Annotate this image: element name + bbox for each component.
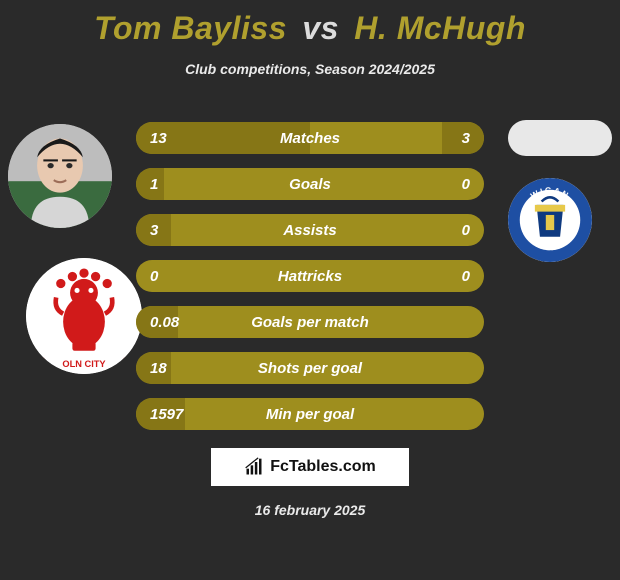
crest-icon: OLN CITY [26, 258, 142, 374]
branding-badge: FcTables.com [211, 448, 409, 486]
player2-avatar [508, 120, 612, 156]
stat-row: 0Hattricks0 [136, 260, 484, 292]
stats-panel: 13Matches31Goals03Assists00Hattricks00.0… [136, 122, 484, 444]
stat-row: 0.08Goals per match [136, 306, 484, 338]
svg-text:1932: 1932 [545, 229, 555, 234]
stat-row: 1597Min per goal [136, 398, 484, 430]
season-subtitle: Club competitions, Season 2024/2025 [0, 61, 620, 77]
stat-label: Goals per match [136, 314, 484, 331]
chart-icon [244, 457, 264, 477]
stat-label: Matches [136, 130, 484, 147]
player1-name: Tom Bayliss [94, 10, 287, 46]
date-text: 16 february 2025 [0, 502, 620, 518]
stat-value-right: 3 [462, 130, 470, 147]
face-icon [8, 124, 112, 228]
stat-label: Min per goal [136, 406, 484, 423]
player2-name: H. McHugh [354, 10, 526, 46]
branding-text: FcTables.com [270, 458, 376, 476]
vs-label: vs [302, 10, 339, 46]
player1-club-crest: OLN CITY [26, 258, 142, 374]
stat-value-right: 0 [462, 222, 470, 239]
stat-row: 1Goals0 [136, 168, 484, 200]
player2-club-crest: WIGAN ATHLETIC 1932 [508, 178, 592, 262]
stat-label: Shots per goal [136, 360, 484, 377]
crest-icon: WIGAN ATHLETIC 1932 [508, 178, 592, 262]
player1-avatar [8, 124, 112, 228]
stat-label: Assists [136, 222, 484, 239]
svg-text:OLN CITY: OLN CITY [62, 359, 106, 369]
stat-row: 18Shots per goal [136, 352, 484, 384]
stat-label: Goals [136, 176, 484, 193]
stat-row: 3Assists0 [136, 214, 484, 246]
stat-value-right: 0 [462, 268, 470, 285]
stat-label: Hattricks [136, 268, 484, 285]
stat-value-right: 0 [462, 176, 470, 193]
comparison-title: Tom Bayliss vs H. McHugh [0, 0, 620, 47]
stat-row: 13Matches3 [136, 122, 484, 154]
